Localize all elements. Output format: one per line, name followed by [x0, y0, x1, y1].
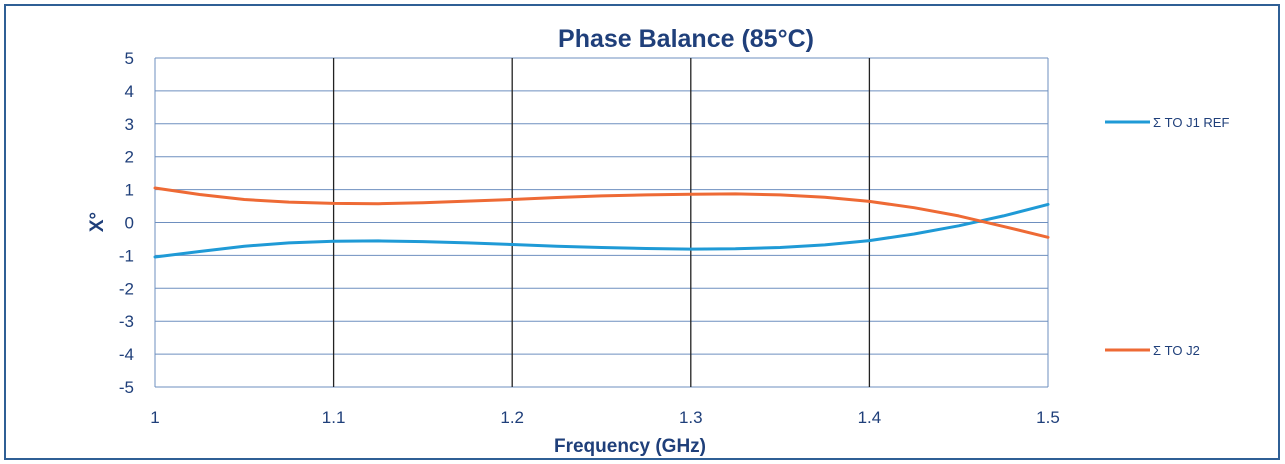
x-tick-labels: 1 1.1 1.2 1.3 1.4 1.5 [150, 408, 1060, 427]
y-tick-label: -2 [119, 279, 134, 298]
y-tick-label: -3 [119, 312, 134, 331]
y-tick-label: 5 [125, 49, 134, 68]
chart-frame [4, 4, 1280, 460]
y-tick-label: 4 [125, 82, 134, 101]
legend: Σ TO J1 REF Σ TO J2 [1105, 115, 1229, 358]
x-tick-label: 1.4 [858, 408, 882, 427]
y-tick-labels: 5 4 3 2 1 0 -1 -2 -3 -4 -5 [119, 49, 134, 397]
series-line-1 [153, 202, 1050, 259]
legend-label: Σ TO J1 REF [1153, 115, 1229, 130]
x-tick-label: 1.2 [500, 408, 524, 427]
x-axis-label: Frequency (GHz) [554, 436, 706, 457]
chart-title: Phase Balance (85°C) [558, 25, 814, 53]
plot-grid [154, 57, 1049, 388]
x-tick-label: 1 [150, 408, 159, 427]
y-axis-label: X° [87, 212, 108, 232]
series-line-2 [153, 186, 1050, 239]
y-tick-label: -1 [119, 246, 134, 265]
x-tick-label: 1.3 [679, 408, 703, 427]
legend-label: Σ TO J2 [1153, 343, 1200, 358]
y-tick-label: -5 [119, 378, 134, 397]
y-tick-label: 1 [125, 181, 134, 200]
x-tick-label: 1.5 [1036, 408, 1060, 427]
x-tick-label: 1.1 [322, 408, 346, 427]
y-tick-label: 3 [125, 115, 134, 134]
series-lines [153, 186, 1050, 259]
y-tick-label: 2 [125, 148, 134, 167]
y-tick-label: 0 [125, 214, 134, 233]
y-tick-label: -4 [119, 345, 134, 364]
